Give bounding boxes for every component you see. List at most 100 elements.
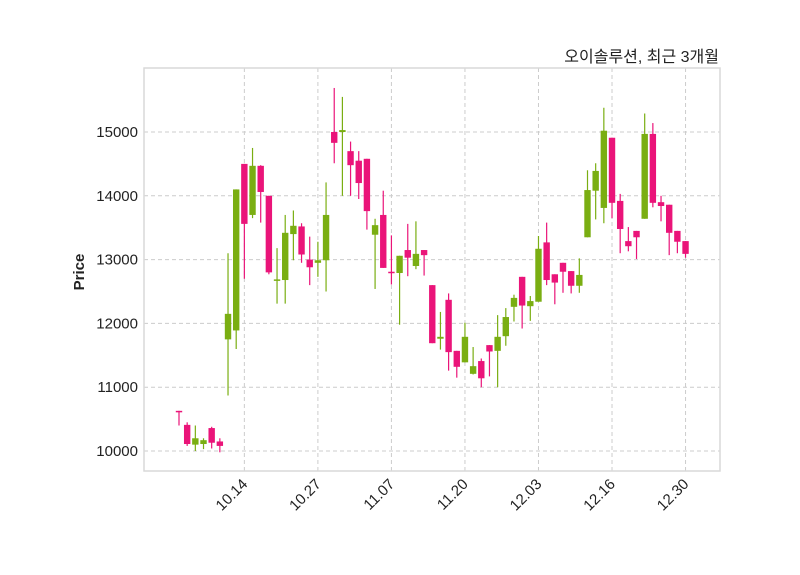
candle-up (412, 221, 420, 270)
candle-body (273, 279, 281, 281)
candle-body (232, 189, 240, 331)
x-axis-ticks: 10.14 10.27 11.07 11.20 12.03 12.16 12.30 (213, 476, 693, 515)
candle-up (576, 258, 583, 293)
candle-body (608, 137, 616, 203)
candle-up (600, 107, 608, 224)
candle-down (265, 195, 273, 275)
candle-up (510, 294, 518, 322)
candle-body (396, 255, 403, 274)
candle-body (420, 250, 428, 256)
candle-up (461, 322, 469, 363)
candle-up (273, 248, 281, 304)
candle-down (608, 137, 616, 219)
candle-down (625, 227, 632, 252)
candle-down (666, 204, 673, 256)
candle-down (380, 190, 387, 268)
candle-down (363, 158, 371, 230)
candle-body (306, 259, 313, 268)
candle-down (486, 345, 493, 377)
candle-body (183, 424, 191, 445)
candle-body (592, 170, 599, 191)
candle-down (518, 276, 526, 329)
candles (175, 87, 689, 453)
candle-body (682, 241, 689, 254)
candle-down (657, 195, 665, 222)
candle-down (682, 241, 689, 258)
candle-body (567, 271, 575, 286)
candle-body (674, 230, 681, 242)
candle-body (298, 226, 305, 255)
candle-up (494, 315, 501, 388)
candle-down (551, 274, 559, 305)
candle-up (232, 189, 240, 349)
candle-body (527, 301, 534, 307)
candle-body (208, 428, 215, 443)
candle-up (535, 236, 542, 302)
candle-up (584, 170, 591, 238)
candle-up (249, 147, 256, 219)
candle-body (616, 200, 624, 229)
candle-body (559, 262, 567, 272)
candle-body (388, 271, 395, 274)
candle-body (649, 133, 657, 203)
candle-body (657, 202, 665, 207)
x-tick-label: 11.07 (360, 476, 398, 514)
candle-body (331, 131, 338, 143)
candle-body (339, 130, 346, 132)
candle-down (355, 151, 362, 199)
candle-body (192, 438, 199, 445)
candle-body (535, 248, 542, 302)
candle-body (216, 441, 224, 446)
candle-down (429, 285, 436, 344)
candle-up (592, 163, 599, 220)
y-tick-label: 12000 (96, 315, 138, 332)
candle-up (371, 218, 379, 289)
candle-body (404, 250, 411, 258)
candle-body (461, 336, 469, 363)
candle-up (641, 113, 648, 219)
x-tick-label: 12.16 (580, 476, 619, 515)
grid-lines (144, 68, 720, 471)
candle-up (192, 425, 199, 452)
candle-body (445, 299, 452, 353)
candle-down (241, 163, 248, 279)
y-tick-label: 14000 (96, 188, 138, 205)
candle-body (412, 253, 420, 266)
candle-body (478, 361, 485, 379)
candle-down (420, 250, 428, 276)
candle-body (502, 317, 509, 337)
candle-up (224, 253, 232, 396)
candle-down (567, 271, 575, 294)
candle-body (641, 133, 648, 219)
y-tick-label: 13000 (96, 252, 138, 269)
candle-down (674, 230, 681, 254)
x-tick-label: 12.03 (507, 476, 546, 515)
candle-down (543, 222, 550, 286)
candle-down (347, 141, 354, 196)
candle-body (257, 165, 264, 192)
candle-body (625, 241, 632, 247)
candle-body (584, 190, 591, 238)
candle-body (175, 410, 183, 413)
candle-body (600, 130, 608, 208)
candle-up (437, 311, 444, 350)
candle-body (282, 232, 289, 281)
candle-up (200, 438, 207, 450)
x-tick-label: 10.27 (286, 476, 325, 515)
candle-body (666, 204, 673, 233)
y-axis-ticks: 10000 11000 12000 13000 14000 15000 (96, 124, 138, 460)
y-tick-label: 11000 (97, 379, 138, 396)
candle-down (633, 230, 640, 259)
candle-body (290, 225, 297, 235)
candle-body (518, 276, 526, 306)
candle-body (633, 230, 640, 238)
candle-down (559, 262, 567, 293)
x-tick-label: 12.30 (654, 476, 693, 515)
candle-down (175, 410, 183, 426)
candle-down (404, 223, 411, 277)
candle-down (298, 223, 305, 263)
candle-up (469, 347, 477, 375)
candle-body (437, 336, 444, 339)
candle-body (380, 214, 387, 268)
candle-body (200, 440, 207, 445)
